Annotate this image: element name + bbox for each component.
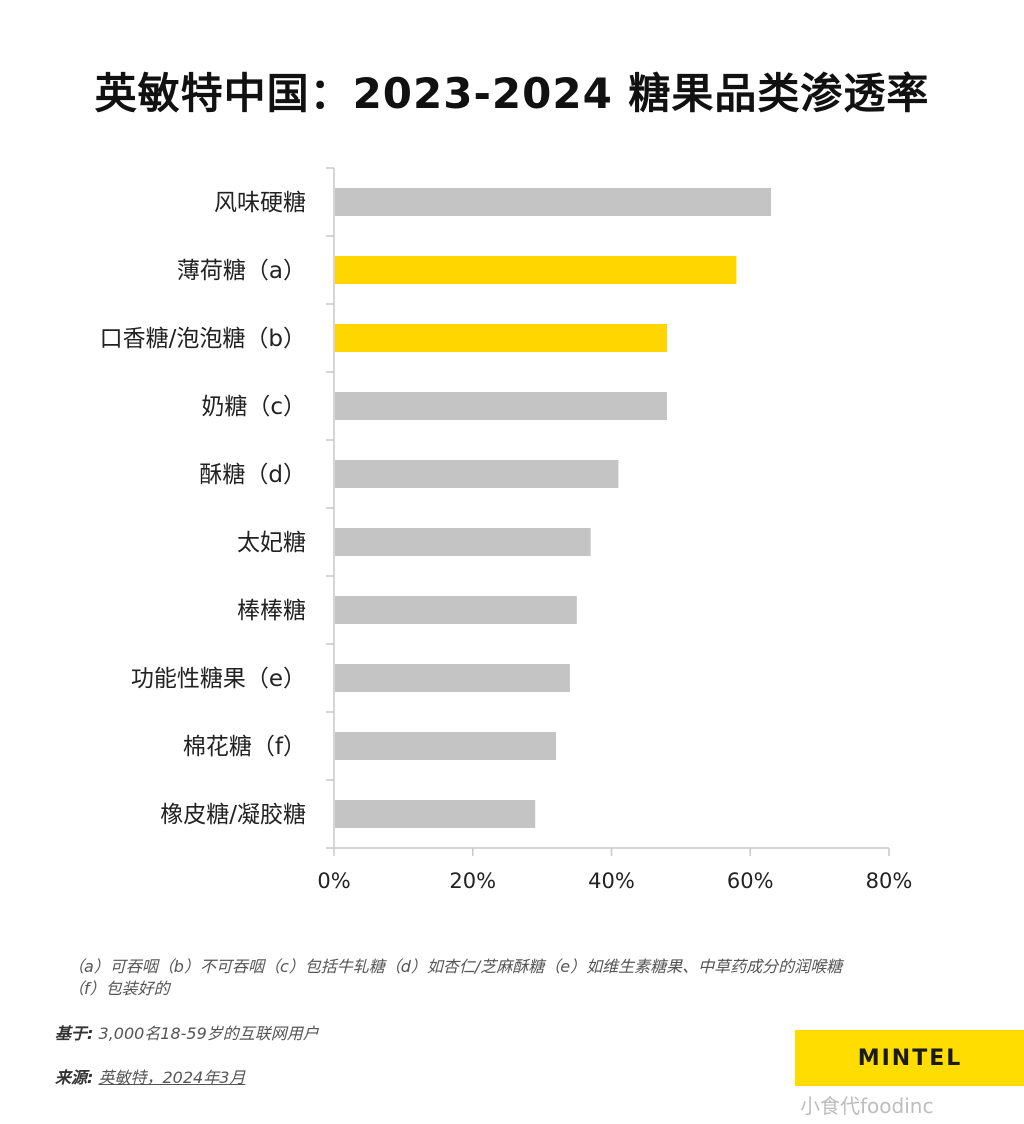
bar — [335, 324, 667, 352]
bar — [335, 800, 536, 828]
source-text: 英敏特，2024年3月 — [98, 1068, 246, 1087]
x-tick-label: 40% — [588, 869, 635, 893]
chart-title: 英敏特中国：2023-2024 糖果品类渗透率 — [94, 69, 930, 118]
bar — [335, 664, 570, 692]
category-label: 酥糖（d） — [199, 462, 306, 488]
base-note: 基于: 3,000名18-59岁的互联网用户 — [55, 1020, 319, 1044]
bar — [335, 596, 577, 624]
mintel-logo: MINTEL — [795, 1030, 1024, 1086]
source-label: 来源: — [55, 1068, 94, 1087]
category-label: 奶糖（c） — [201, 394, 306, 420]
x-tick-label: 20% — [449, 869, 496, 893]
category-label: 太妃糖 — [237, 530, 306, 556]
category-label: 棒棒糖 — [237, 598, 306, 624]
bar — [335, 732, 556, 760]
category-label: 口香糖/泡泡糖（b） — [100, 326, 306, 352]
x-tick-label: 0% — [317, 869, 350, 893]
base-text: 3,000名18-59岁的互联网用户 — [93, 1024, 319, 1043]
footnotes: （a）可吞咽（b）不可吞咽（c）包括牛轧糖（d）如杏仁/芝麻酥糖（e）如维生素糖… — [68, 956, 1008, 1000]
base-label: 基于: — [55, 1024, 94, 1043]
category-label: 薄荷糖（a） — [177, 258, 306, 284]
bar — [335, 188, 772, 216]
category-label: 风味硬糖 — [214, 190, 306, 216]
category-label: 棉花糖（f） — [183, 734, 306, 760]
category-label: 橡皮糖/凝胶糖 — [160, 802, 306, 828]
x-tick-label: 80% — [866, 869, 913, 893]
source-note: 来源: 英敏特，2024年3月 — [55, 1064, 245, 1088]
bar — [335, 256, 737, 284]
bar — [335, 392, 667, 420]
footnote-line-1: （a）可吞咽（b）不可吞咽（c）包括牛轧糖（d）如杏仁/芝麻酥糖（e）如维生素糖… — [68, 957, 843, 976]
footnote-line-2: （f）包装好的 — [68, 979, 170, 998]
bar — [335, 528, 591, 556]
watermark: 小食代foodinc — [800, 1094, 934, 1118]
x-tick-label: 60% — [727, 869, 774, 893]
bar — [335, 460, 619, 488]
category-label: 功能性糖果（e） — [131, 666, 306, 692]
